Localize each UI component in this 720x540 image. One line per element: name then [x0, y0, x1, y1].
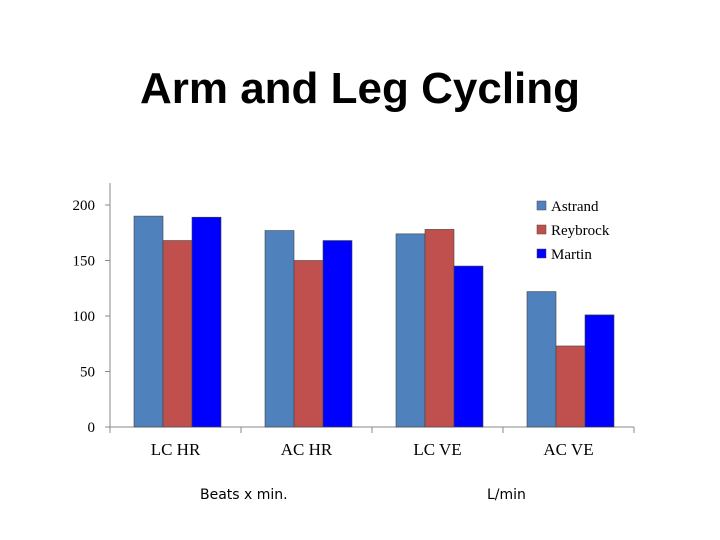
x-tick-label: AC HR [281, 440, 333, 459]
legend-label: Astrand [551, 199, 599, 215]
x-tick-label: AC VE [543, 440, 593, 459]
legend-swatch [536, 248, 547, 259]
chart-title: Arm and Leg Cycling [139, 64, 581, 113]
bar [264, 230, 295, 428]
bar [162, 240, 193, 428]
x-tick-label: LC HR [151, 440, 201, 459]
bar [424, 229, 455, 428]
bar [453, 265, 484, 428]
bar [133, 215, 164, 428]
bar [191, 216, 222, 428]
y-tick-label: 150 [73, 254, 96, 270]
legend-label: Martin [551, 247, 592, 263]
hr-unit-note: Beats x min. [200, 487, 288, 503]
legend-swatch [536, 200, 547, 211]
y-tick-label: 200 [73, 198, 96, 214]
labels: 0 50 100 150 200 LC HR AC HR LC VE AC VE [73, 198, 594, 459]
legend-swatch [536, 224, 547, 235]
bar [293, 260, 324, 428]
y-tick-label: 100 [73, 309, 96, 325]
bar [322, 240, 353, 428]
legend-label: Reybrock [551, 223, 610, 239]
bar [395, 233, 426, 428]
bars [133, 215, 615, 428]
bar [584, 314, 615, 428]
ve-unit-note: L/min [487, 487, 526, 503]
bar [555, 345, 586, 428]
x-tick-label: LC VE [413, 440, 461, 459]
y-tick-label: 0 [88, 420, 96, 436]
legend: Astrand Reybrock Martin [536, 199, 610, 263]
y-tick-label: 50 [80, 365, 95, 381]
bar [526, 291, 557, 428]
